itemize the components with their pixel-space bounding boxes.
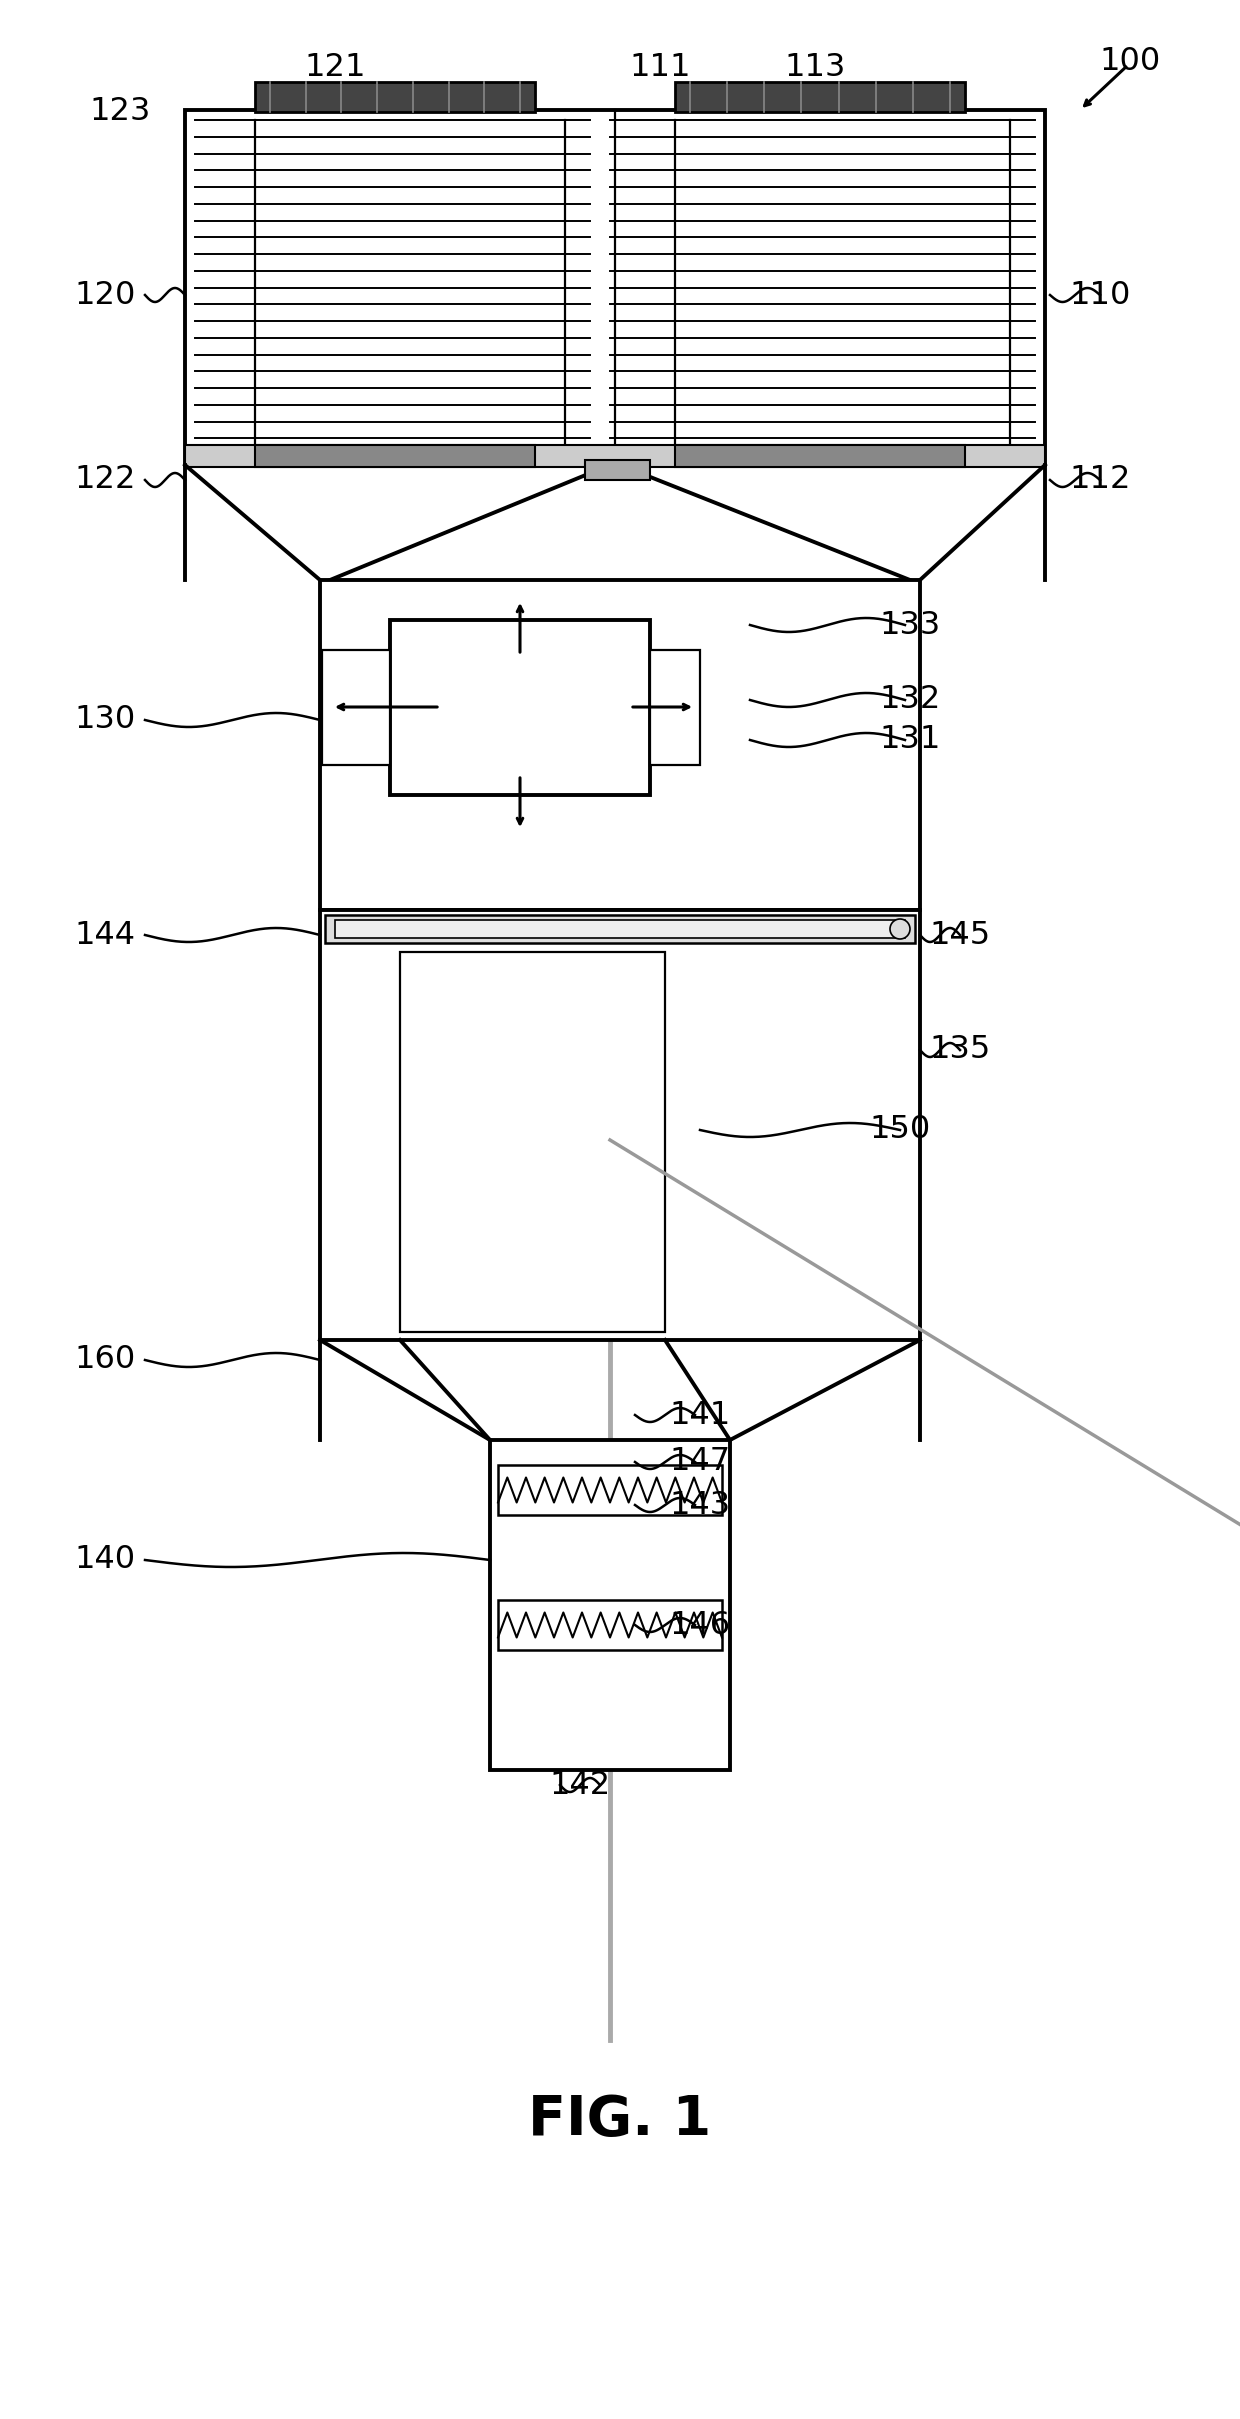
- Text: 145: 145: [930, 919, 991, 951]
- Bar: [650, 651, 701, 764]
- Bar: [320, 581, 920, 910]
- Text: 130: 130: [74, 704, 135, 735]
- Bar: [675, 82, 965, 111]
- Text: 143: 143: [670, 1490, 730, 1522]
- Bar: [185, 109, 1045, 464]
- Text: 147: 147: [670, 1447, 730, 1478]
- Bar: [185, 445, 1045, 467]
- Text: 113: 113: [785, 53, 846, 85]
- Text: 146: 146: [670, 1609, 730, 1640]
- Bar: [335, 919, 905, 939]
- Text: 142: 142: [549, 1771, 610, 1800]
- Bar: [585, 460, 650, 479]
- Text: 112: 112: [1069, 464, 1131, 496]
- Text: FIG. 1: FIG. 1: [528, 2092, 712, 2148]
- Text: 100: 100: [1100, 46, 1161, 77]
- Bar: [401, 953, 665, 1333]
- Text: 123: 123: [89, 97, 151, 128]
- Bar: [675, 445, 965, 467]
- Text: 140: 140: [74, 1543, 135, 1575]
- Ellipse shape: [890, 919, 910, 939]
- Text: 121: 121: [304, 53, 366, 85]
- Text: 120: 120: [74, 281, 135, 310]
- Bar: [320, 910, 920, 1340]
- Text: 133: 133: [879, 610, 941, 641]
- Bar: [498, 1599, 722, 1650]
- Bar: [322, 651, 391, 764]
- Text: 110: 110: [1069, 281, 1131, 310]
- Bar: [490, 1439, 730, 1771]
- Text: 144: 144: [74, 919, 135, 951]
- Bar: [391, 619, 650, 796]
- Bar: [255, 82, 534, 111]
- Bar: [498, 1466, 722, 1514]
- Bar: [325, 914, 915, 943]
- Text: 160: 160: [74, 1345, 135, 1376]
- Text: 150: 150: [869, 1115, 931, 1147]
- Bar: [255, 445, 534, 467]
- Text: 141: 141: [670, 1401, 730, 1430]
- Text: 111: 111: [629, 53, 691, 85]
- Text: 122: 122: [74, 464, 135, 496]
- Text: 131: 131: [879, 726, 941, 755]
- Text: 135: 135: [929, 1035, 991, 1064]
- Text: 132: 132: [879, 685, 941, 716]
